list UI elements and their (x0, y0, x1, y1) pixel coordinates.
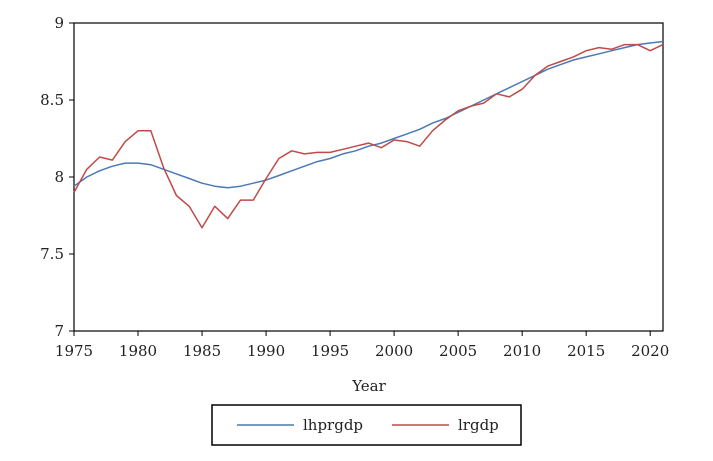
y-tick-label: 9 (54, 14, 64, 32)
legend: lhprgdp lrgdp (211, 404, 522, 446)
x-axis-title: Year (351, 377, 386, 395)
plot-area (73, 22, 664, 332)
y-tick-label: 7.5 (40, 245, 64, 263)
series-line-lrgdp (73, 43, 664, 229)
series-line-lhprgdp (73, 40, 664, 189)
series-lines (73, 40, 664, 229)
x-tick-label: 1980 (119, 342, 157, 360)
x-axis: 1975 1980 1985 1990 1995 2000 2005 2010 2015 2020 (55, 331, 669, 360)
legend-label-lhprgdp: lhprgdp (303, 416, 363, 434)
x-tick-label: 2000 (375, 342, 413, 360)
x-tick-label: 2005 (439, 342, 477, 360)
x-tick-label: 2015 (567, 342, 605, 360)
x-tick-label: 2010 (503, 342, 541, 360)
legend-label-lrgdp: lrgdp (458, 416, 499, 434)
x-tick-label: 2020 (631, 342, 669, 360)
x-tick-label: 1985 (183, 342, 221, 360)
y-axis: 7 7.5 8 8.5 9 (40, 14, 74, 340)
y-tick-label: 7 (54, 322, 64, 340)
y-tick-label: 8.5 (40, 91, 64, 109)
x-tick-label: 1990 (247, 342, 285, 360)
x-tick-label: 1995 (311, 342, 349, 360)
y-tick-label: 8 (54, 168, 64, 186)
x-tick-label: 1975 (55, 342, 93, 360)
